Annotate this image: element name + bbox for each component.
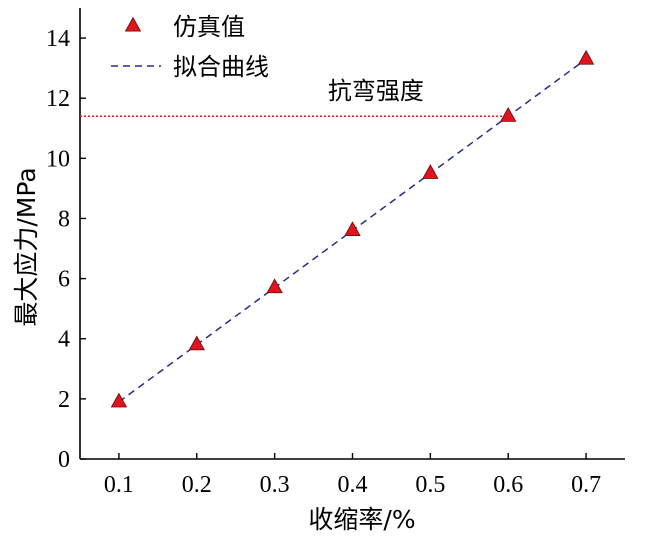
y-axis-title: 最大应力/MPa [12,167,41,326]
data-point-triangle [188,335,205,351]
legend-marker-triangle [124,16,142,32]
y-tick-label: 2 [58,387,70,413]
y-tick-label: 8 [58,206,70,232]
y-tick-label: 0 [58,447,70,473]
x-ticks: 0.1 0.2 0.3 0.4 0.5 0.6 0.7 [104,453,601,498]
y-ticks: 0 2 4 6 8 10 12 14 [46,26,86,473]
data-point-triangle [110,392,128,408]
data-point-triangle [500,107,517,122]
data-point-triangle [577,49,595,65]
annotation-layer: 抗弯强度 [80,77,509,117]
series-layer [110,49,595,408]
x-tick-label: 0.5 [415,472,445,498]
data-point-triangle [344,221,361,237]
y-tick-label: 10 [46,146,70,172]
y-tick-label: 14 [46,26,70,52]
data-point-triangle [266,278,283,294]
x-tick-label: 0.1 [104,472,134,498]
x-axis-title: 收缩率/% [308,505,415,534]
data-point-triangle [422,164,439,179]
x-tick-label: 0.4 [338,472,368,498]
x-tick-label: 0.7 [571,472,601,498]
y-tick-label: 6 [58,267,70,293]
annotation-label: 抗弯强度 [328,77,424,105]
x-tick-label: 0.2 [182,472,212,498]
x-tick-label: 0.6 [493,472,523,498]
x-tick-label: 0.3 [260,472,290,498]
y-tick-label: 4 [58,327,70,353]
legend-label: 拟合曲线 [173,53,269,81]
legend-label: 仿真值 [173,13,245,41]
y-tick-label: 12 [46,86,70,112]
